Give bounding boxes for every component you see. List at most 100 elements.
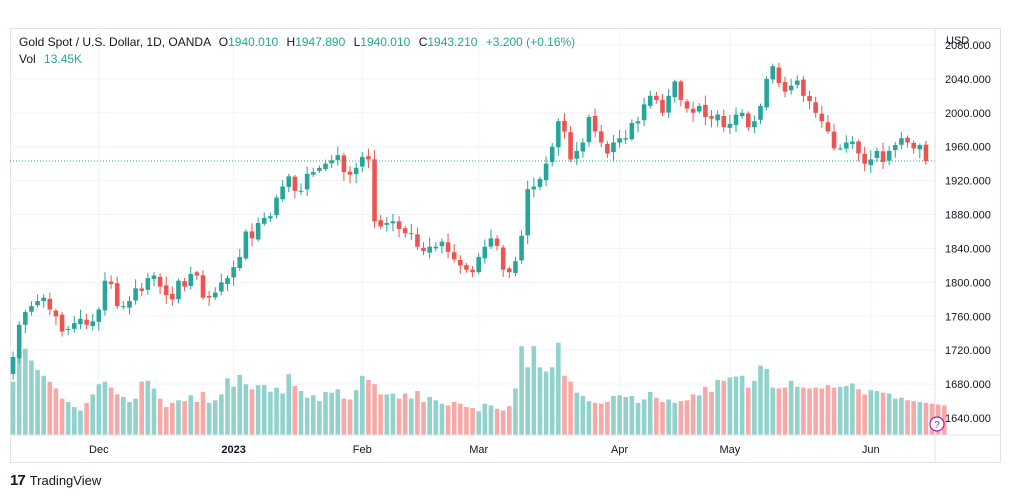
volume-bar — [831, 387, 837, 435]
volume-bar — [745, 387, 751, 435]
candle — [831, 124, 837, 151]
volume-bar — [200, 391, 206, 435]
candle — [758, 103, 763, 125]
candle — [537, 176, 543, 191]
candle — [35, 294, 40, 308]
currency-label[interactable]: USD — [946, 35, 970, 47]
volume-legend: Vol 13.45K — [19, 52, 82, 66]
volume-bar — [862, 394, 867, 435]
price-tick-label: 1680.000 — [945, 379, 991, 391]
tradingview-logo-icon: 17 — [10, 472, 26, 489]
volume-bar — [801, 387, 806, 435]
volume-bar — [408, 398, 414, 435]
candle — [678, 79, 684, 107]
candle — [819, 106, 825, 129]
open-label: O — [218, 35, 229, 49]
candle — [347, 166, 353, 184]
goto-realtime-button[interactable]: ? — [929, 416, 945, 432]
volume-bar — [868, 390, 874, 435]
candle — [611, 135, 616, 161]
volume-bar — [359, 375, 365, 435]
candle — [188, 266, 194, 290]
candle — [488, 229, 494, 250]
volume-bar — [917, 402, 923, 435]
volume-bar — [243, 384, 249, 435]
volume-bar — [114, 394, 120, 435]
volume-bar — [739, 375, 745, 435]
candle — [170, 286, 175, 306]
volume-bar — [482, 403, 488, 435]
candle — [917, 143, 923, 159]
volume-bar — [145, 380, 151, 435]
time-axis[interactable]: Dec 2023 Feb Mar Apr May Jun — [89, 444, 880, 456]
volume-bar — [580, 396, 586, 435]
change-value: +3.200 (+0.16%) — [485, 35, 576, 49]
volume-bar — [494, 408, 500, 435]
volume-bar — [415, 391, 420, 435]
volume-bar — [225, 378, 230, 435]
candle — [500, 244, 506, 277]
volume-bar — [433, 400, 439, 435]
volume-bar — [274, 387, 279, 435]
volume-bar — [78, 410, 83, 435]
volume-bar — [421, 402, 426, 435]
volume-bar — [72, 407, 77, 435]
volume-bar — [402, 393, 408, 435]
candle — [794, 75, 800, 89]
volume-bar — [598, 403, 604, 435]
volume-bar — [617, 395, 622, 435]
volume-bar — [390, 393, 396, 435]
candle — [813, 96, 818, 118]
candle — [157, 273, 163, 295]
volume-bar — [549, 367, 555, 435]
volume-bar — [770, 387, 776, 435]
candle — [770, 63, 776, 84]
time-tick-label: Mar — [469, 444, 488, 456]
price-tick-label: 1920.000 — [945, 176, 991, 188]
volume-bar — [886, 393, 892, 435]
volume-bar — [513, 388, 518, 435]
candle — [727, 114, 733, 135]
volume-bar — [127, 402, 132, 435]
candle — [886, 146, 892, 166]
volume-bar — [843, 385, 849, 435]
candle — [280, 180, 285, 202]
candle — [274, 194, 279, 219]
candle — [310, 167, 316, 177]
candle — [899, 132, 904, 150]
symbol-legend: Gold Spot / U.S. Dollar, 1D, OANDA O1940… — [19, 35, 575, 49]
high-value: 1947.890 — [295, 35, 346, 49]
candle — [580, 138, 586, 158]
volume-bar — [758, 365, 763, 435]
price-axis[interactable]: 1640.000 1680.000 1720.000 1760.000 1800.000… — [945, 40, 991, 425]
volume-bar — [543, 371, 549, 435]
volume-bar — [721, 380, 727, 435]
candle — [323, 159, 328, 171]
candle — [801, 75, 806, 103]
candle — [635, 116, 641, 133]
volume-bar — [182, 401, 187, 435]
candle — [200, 270, 206, 301]
candle — [396, 216, 402, 238]
volume-bar — [47, 381, 53, 435]
candle — [194, 270, 200, 281]
open-value: 1940.010 — [228, 35, 279, 49]
candle — [16, 321, 22, 364]
price-tick-label: 2040.000 — [945, 74, 991, 86]
volume-bar — [856, 389, 861, 435]
volume-bar — [157, 398, 163, 435]
volume-bar — [304, 397, 310, 435]
volume-bar — [574, 392, 580, 435]
candle — [102, 272, 108, 316]
volume-bar — [231, 386, 236, 435]
candle — [225, 275, 230, 292]
candle — [556, 118, 561, 157]
price-tick-label: 1720.000 — [945, 345, 991, 357]
low-value: 1940.010 — [360, 35, 411, 49]
candle — [482, 239, 488, 264]
volume-bar — [317, 401, 322, 435]
tradingview-branding[interactable]: 17 TradingView — [10, 472, 101, 489]
candlestick-chart[interactable]: 1640.000 1680.000 1720.000 1760.000 1800.000… — [10, 28, 1001, 463]
volume-bar — [237, 374, 243, 435]
candle — [53, 308, 59, 326]
